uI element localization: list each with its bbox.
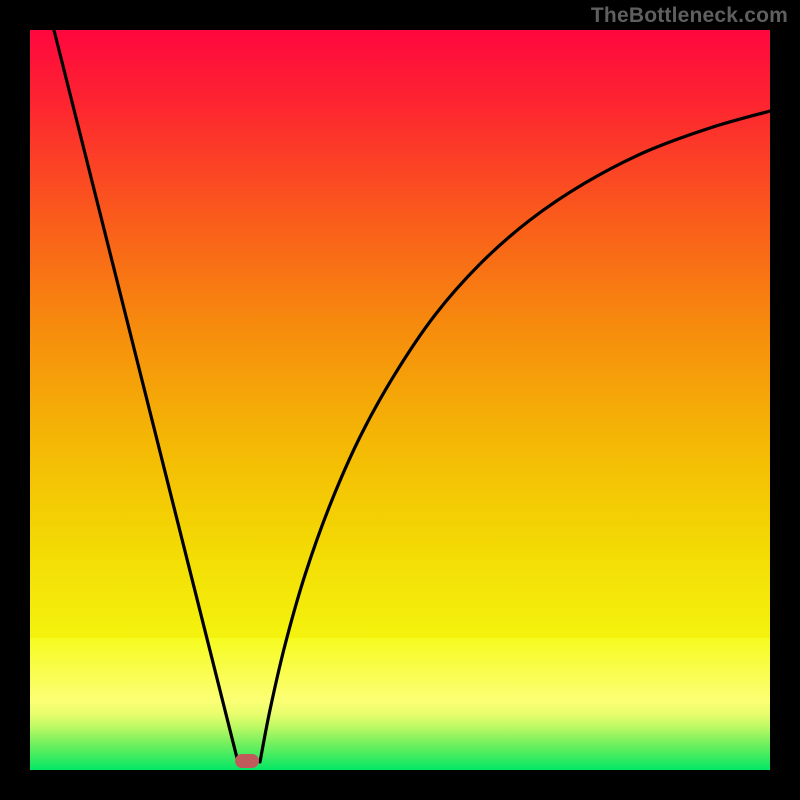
chart-container: TheBottleneck.com <box>0 0 800 800</box>
watermark-text: TheBottleneck.com <box>591 4 788 28</box>
plot-area <box>30 30 770 770</box>
marker-point <box>235 754 259 768</box>
bottleneck-curve <box>30 30 770 770</box>
